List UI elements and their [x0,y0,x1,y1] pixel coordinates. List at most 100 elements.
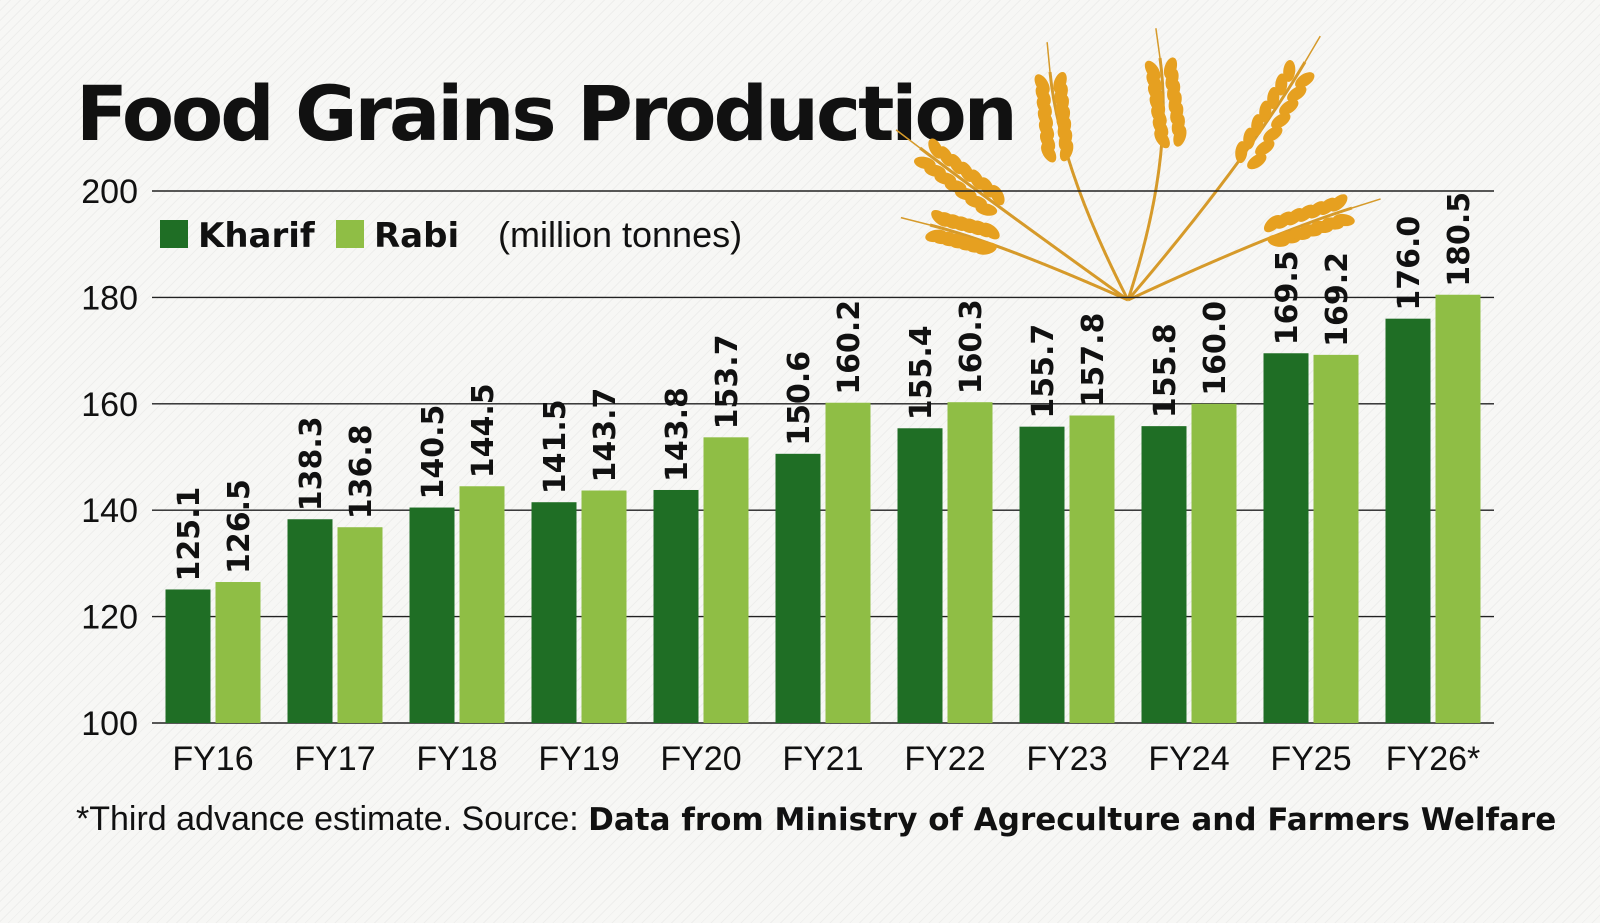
value-label: 150.6 [782,351,817,446]
y-tick-label: 160 [81,386,138,424]
bar-kharif-FY18 [409,507,455,723]
value-label: 160.0 [1198,301,1233,396]
bar-kharif-FY22 [897,428,943,723]
bar-rabi-FY19 [581,490,627,723]
value-label: 126.5 [222,479,257,574]
value-label: 155.7 [1026,324,1061,419]
value-label: 144.5 [466,383,501,478]
value-label: 155.8 [1148,323,1183,418]
bar-rabi-FY23 [1069,415,1115,723]
wheat-grain [1163,57,1178,79]
y-axis: 100 120 140 160 180 200 [81,173,138,743]
value-label: 143.7 [588,388,623,483]
y-tick-label: 140 [81,492,138,530]
wheat-grain [1329,194,1348,212]
wheat-stem [1127,206,1353,302]
value-label: 143.8 [660,387,695,482]
value-label: 140.5 [416,405,451,500]
wheat-grain [1271,112,1291,129]
wheat-grain [1235,141,1248,164]
bar-kharif-FY19 [531,502,577,723]
value-label: 136.8 [344,424,379,519]
bar-rabi-FY20 [703,437,749,723]
bar-rabi-FY21 [825,402,871,723]
wheat-grain [1259,100,1272,123]
wheat-grain [1034,74,1050,95]
value-label: 157.8 [1076,313,1111,408]
wheat-grain [928,138,944,159]
wheat-grain [1263,126,1283,143]
bar-kharif-FY25 [1263,353,1309,723]
wheat-grain [1144,60,1161,81]
wheat-awn [1304,35,1321,63]
bar-rabi-FY26* [1435,294,1481,723]
x-tick-label: FY25 [1270,740,1351,778]
wheat-stem [929,223,1129,302]
x-tick-label: FY26* [1386,740,1481,778]
wheat-grain [1247,153,1267,170]
wheat-stem [1126,61,1307,301]
y-tick-label: 100 [81,705,138,743]
unit-note: (million tonnes) [498,214,742,255]
value-label: 169.2 [1320,252,1355,347]
source-text: Data from Ministry of Agreculture and Fa… [588,802,1556,838]
x-tick-label: FY19 [538,740,619,778]
x-tick-label: FY16 [172,740,253,778]
x-tick-label: FY21 [782,740,863,778]
value-label: 153.7 [710,334,745,429]
value-label: 125.1 [172,487,207,582]
wheat-illustration [895,28,1381,302]
x-axis: FY16 FY17 FY18 FY19 FY20 FY21 FY22 FY23 FY24 FY25… [172,740,1480,778]
wheat-stem [1048,71,1130,301]
wheat-grain [1053,71,1067,94]
wheat-grain [1251,114,1264,137]
bar-kharif-FY16 [165,589,211,723]
value-label: 141.5 [538,399,573,494]
footnote: *Third advance estimate. Source: Data fr… [76,800,1556,838]
x-tick-label: FY24 [1148,740,1229,778]
wheat-awn [895,129,921,149]
wheat-awn [1155,28,1161,59]
value-label: 176.0 [1392,216,1427,311]
value-label: 138.3 [294,416,329,511]
value-label: 169.5 [1270,250,1305,345]
bar-rabi-FY25 [1313,354,1359,723]
wheat-grain [1283,59,1296,82]
bar-rabi-FY24 [1191,403,1237,723]
x-tick-label: FY20 [660,740,741,778]
bars [165,294,1481,723]
wheat-grain [1243,127,1256,150]
wheat-grain [1255,139,1275,156]
legend: Kharif Rabi (million tonnes) [160,214,742,256]
legend-label-rabi: Rabi [374,216,459,256]
wheat-awn [900,216,931,226]
wheat-grain [931,210,950,227]
x-tick-label: FY17 [294,740,375,778]
wheat-grain [1287,85,1307,102]
x-tick-label: FY23 [1026,740,1107,778]
chart-title: Food Grains Production [76,69,1015,158]
wheat-grain [925,229,947,243]
wheat-awn [1351,198,1381,209]
value-label: 160.3 [954,299,989,394]
value-labels: 125.1 126.5 138.3 136.8 140.5 144.5 141.5 143.7… [172,192,1477,582]
value-label: 155.4 [904,325,939,420]
wheat-grain [913,156,936,170]
bar-rabi-FY16 [215,582,261,723]
y-tick-label: 180 [81,279,138,317]
legend-label-kharif: Kharif [198,216,316,256]
wheat-grain [1332,213,1355,227]
wheat-grain [1275,73,1288,96]
bar-rabi-FY17 [337,527,383,723]
bar-kharif-FY23 [1019,426,1065,723]
bar-kharif-FY21 [775,453,821,723]
legend-swatch-kharif [160,220,188,248]
wheat-grain [1295,72,1315,89]
y-tick-label: 120 [81,599,138,637]
bar-kharif-FY17 [287,519,333,723]
bar-kharif-FY20 [653,489,699,723]
wheat-stem [919,146,1129,302]
bar-rabi-FY18 [459,486,505,723]
wheat-grain [1267,87,1280,109]
